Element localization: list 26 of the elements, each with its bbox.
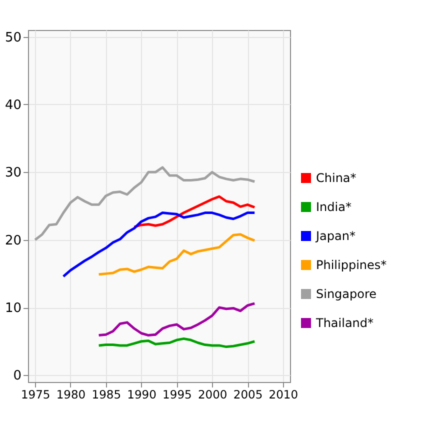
line-series [132,195,256,228]
x-tick-label: 2000 [198,388,228,402]
line-series [34,166,256,242]
x-tick-label: 1995 [162,388,192,402]
line-series [98,233,256,276]
y-tick-label: 20 [4,233,22,248]
y-tick-label: 10 [4,301,22,316]
x-tick-label: 2010 [268,388,298,402]
line-series [98,337,256,348]
legend-label: Philippines* [316,258,387,272]
x-tick-label: 2005 [233,388,263,402]
legend-label: Singapore [316,287,377,301]
legend-label: Japan* [315,229,356,243]
x-tick-label: 1975 [20,388,50,402]
x-tick-label: 1990 [127,388,156,402]
line-series [98,302,256,337]
x-tick-label: 1985 [92,388,122,402]
x-tick-label: 1980 [56,388,86,402]
y-tick-label: 30 [4,166,22,181]
y-tick-label: 0 [13,368,22,384]
line-series [62,212,256,278]
legend-label: Thailand* [315,316,374,330]
legend-label: India* [316,200,352,214]
legend-label: China* [316,171,356,185]
y-tick-label: 40 [4,98,22,113]
y-tick-label: 50 [4,30,22,46]
